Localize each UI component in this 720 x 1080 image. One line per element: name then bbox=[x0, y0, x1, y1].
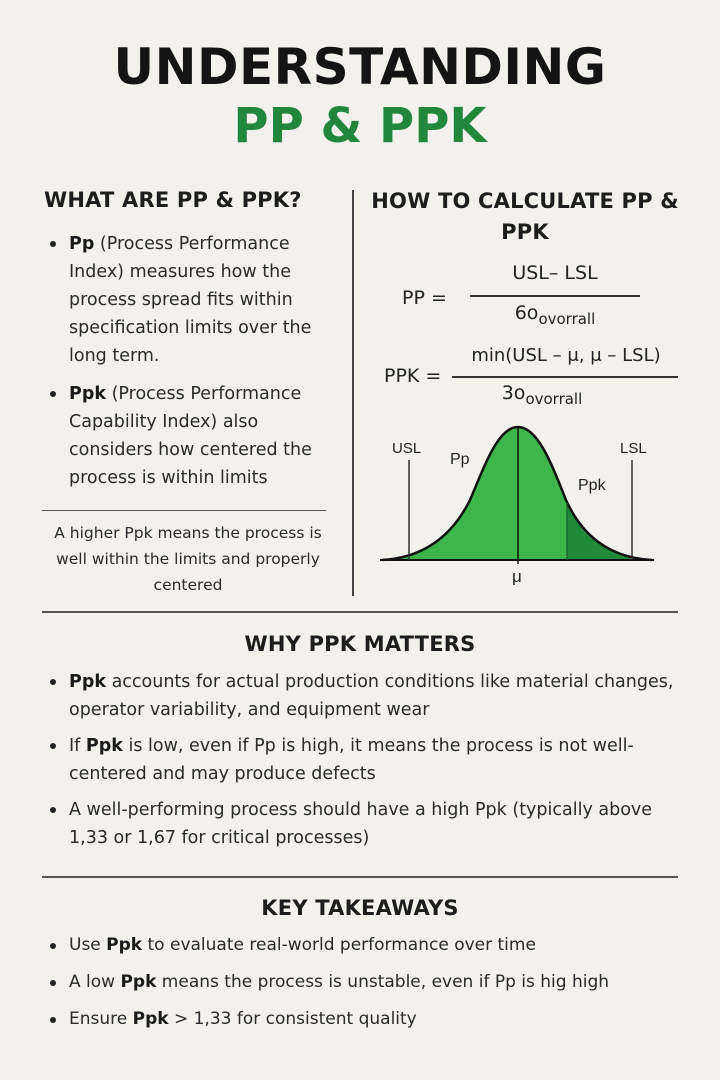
bullet-text: (Process Performance Index) measures how… bbox=[69, 234, 312, 366]
ppk-numerator: min(USL – μ, μ – LSL) bbox=[471, 345, 661, 366]
title-line-1: UNDERSTANDING bbox=[113, 38, 607, 96]
lsl-label: LSL bbox=[620, 440, 647, 457]
curve-fill bbox=[382, 427, 652, 560]
what-bullet-ppk: Ppk (Process Performance Capability Inde… bbox=[42, 380, 338, 492]
ppk-denominator-sub: ovorrall bbox=[525, 390, 583, 408]
pp-denominator: 6oovorrall bbox=[470, 302, 640, 328]
section-divider-1 bbox=[42, 611, 678, 613]
curve-outline bbox=[381, 425, 653, 562]
bullet-bold: Ppk bbox=[106, 935, 143, 955]
bullet-text: > 1,33 for consistent quality bbox=[168, 1009, 417, 1029]
bullet-prefix: Ensure bbox=[69, 1009, 133, 1029]
pp-label: PP = bbox=[402, 287, 447, 309]
why-bullet: A well-performing process should have a … bbox=[42, 796, 678, 852]
calc-section: HOW TO CALCULATE PP & PPK bbox=[360, 186, 690, 248]
title-line-2: PP & PPK bbox=[233, 98, 487, 154]
why-heading: WHY PPK MATTERS bbox=[244, 632, 476, 656]
what-section: WHAT ARE PP & PPK? Pp (Process Performan… bbox=[42, 188, 338, 492]
ppk-note: A higher Ppk means the process is well w… bbox=[54, 524, 322, 594]
bullet-bold: Ppk bbox=[120, 972, 157, 992]
ppk-denominator: 3oovorrall bbox=[452, 382, 632, 408]
why-section: WHY PPK MATTERS Ppk accounts for actual … bbox=[42, 632, 678, 852]
bullet-prefix: Use bbox=[69, 935, 107, 955]
bullet-bold: Ppk bbox=[69, 384, 106, 404]
what-list: Pp (Process Performance Index) measures … bbox=[42, 230, 338, 492]
key-bullet: Ensure Ppk > 1,33 for consistent quality bbox=[42, 1006, 678, 1032]
bullet-text: to evaluate real-world performance over … bbox=[142, 935, 536, 955]
bullet-prefix: A low bbox=[69, 972, 121, 992]
key-section: KEY TAKEAWAYS Use Ppk to evaluate real-w… bbox=[42, 896, 678, 1032]
pp-denominator-main: 6o bbox=[514, 302, 539, 324]
pp-numerator: USL– LSL bbox=[512, 262, 598, 284]
calc-heading: HOW TO CALCULATE PP & PPK bbox=[371, 189, 679, 244]
bullet-bold: Pp bbox=[69, 234, 95, 254]
key-bullet: A low Ppk means the process is unstable,… bbox=[42, 969, 678, 995]
ppk-label: PPK = bbox=[384, 365, 442, 387]
ppk-fraction-bar bbox=[452, 376, 678, 378]
bullet-bold: Ppk bbox=[132, 1009, 169, 1029]
key-heading: KEY TAKEAWAYS bbox=[261, 896, 459, 920]
curve-fill-right bbox=[567, 502, 652, 560]
bullet-text: accounts for actual production condition… bbox=[69, 672, 674, 720]
bullet-bold: Ppk bbox=[69, 672, 106, 692]
what-heading: WHAT ARE PP & PPK? bbox=[44, 188, 302, 212]
bullet-text: (Process Performance Capability Index) a… bbox=[69, 384, 312, 488]
bell-curve-diagram: USL LSL Pp Ppk μ bbox=[380, 425, 654, 586]
why-list: Ppk accounts for actual production condi… bbox=[42, 668, 678, 852]
bullet-text: A well-performing process should have a … bbox=[69, 800, 653, 848]
ppk-curve-label: Ppk bbox=[578, 477, 607, 494]
why-bullet: If Ppk is low, even if Pp is high, it me… bbox=[42, 732, 678, 788]
key-list: Use Ppk to evaluate real-world performan… bbox=[42, 932, 678, 1032]
bullet-text: means the process is unstable, even if P… bbox=[156, 972, 610, 992]
column-divider bbox=[352, 190, 354, 596]
note-divider bbox=[42, 510, 326, 511]
bullet-prefix: If bbox=[69, 736, 86, 756]
usl-label: USL bbox=[392, 440, 421, 457]
ppk-denominator-main: 3o bbox=[501, 382, 526, 404]
why-bullet: Ppk accounts for actual production condi… bbox=[42, 668, 678, 724]
pp-fraction-bar bbox=[470, 295, 640, 297]
what-bullet-pp: Pp (Process Performance Index) measures … bbox=[42, 230, 338, 370]
section-divider-2 bbox=[42, 876, 678, 878]
pp-curve-label: Pp bbox=[450, 451, 470, 468]
pp-denominator-sub: ovorrall bbox=[538, 310, 596, 328]
mu-label: μ bbox=[512, 567, 522, 586]
bullet-bold: Ppk bbox=[85, 736, 123, 756]
bullet-text: is low, even if Pp is high, it means the… bbox=[69, 736, 634, 784]
key-bullet: Use Ppk to evaluate real-world performan… bbox=[42, 932, 678, 958]
